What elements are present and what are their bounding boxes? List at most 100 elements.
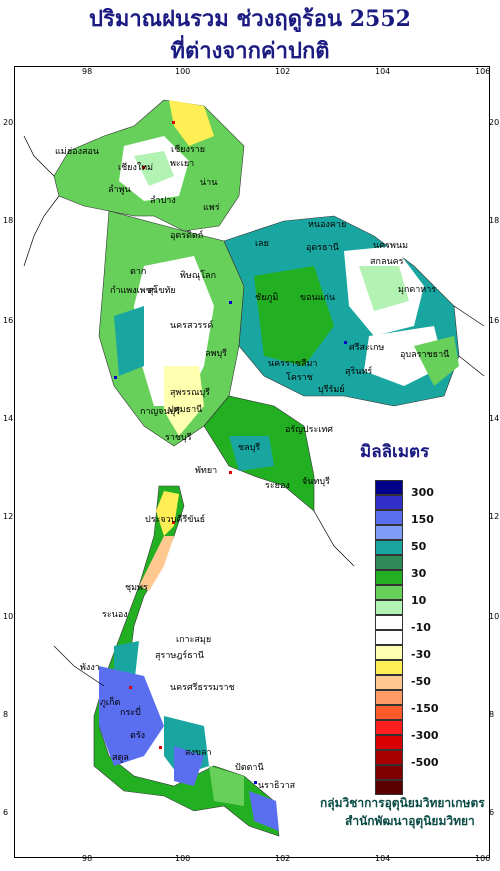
place-label: พังงา [80,663,100,673]
place-label: ภูเก็ต [100,698,121,708]
place-label: ขอนแก่น [300,293,336,303]
x-tick: 106 [475,854,491,863]
place-label: ลำพูน [108,185,131,195]
legend-swatch [375,570,403,585]
x-tick: 102 [275,67,291,76]
place-label: สุพรรณบุรี [170,388,210,398]
place-label: สุรินทร์ [345,367,373,377]
place-label: พิษณุโลก [180,271,217,281]
y-tick: 10 [489,612,500,621]
legend-swatch [375,585,403,600]
y-tick: 6 [489,808,495,817]
y-tick: 8 [489,710,495,719]
place-label: สกลนคร [370,257,404,267]
place-label: ตาก [130,267,147,277]
legend-swatch [375,750,403,765]
place-label: น่าน [200,178,218,188]
legend-level-label: 10 [411,594,427,607]
x-tick: 98 [82,67,93,76]
place-label: แม่ฮ่องสอน [55,147,100,157]
place-label: อรัญประเทศ [285,425,334,435]
legend-level-label: 30 [411,567,427,580]
legend-swatch [375,660,403,675]
legend-swatch [375,525,403,540]
place-label: นครสวรรค์ [170,321,214,331]
place-label: สงขลา [185,748,212,758]
place-label: ศรีสะเกษ [349,343,385,353]
place-label: เกาะสมุย [176,635,212,645]
place-label: อุบลราชธานี [400,350,450,360]
x-tick: 104 [375,854,391,863]
place-label: ชลบุรี [238,443,261,453]
x-tick: 104 [375,67,391,76]
place-label: ระยอง [265,481,290,491]
place-label: ลำปาง [150,196,176,206]
place-label: เลย [255,239,269,249]
country-borders [23,135,485,687]
legend-swatch [375,735,403,750]
map-subtitle: ที่ต่างจากค่าปกติ [170,38,330,64]
legend-level-label: -10 [411,621,431,634]
place-label: ปัตตานี [235,763,264,773]
place-label: เชียงใหม่ [118,163,154,173]
place-label: พัทยา [195,466,218,476]
legend-swatch [375,510,403,525]
legend-swatch [375,690,403,705]
place-label: ชัยภูมิ [255,293,279,303]
credit-line1: กลุ่มวิชาการอุตุนิยมวิทยาเกษตร [320,796,485,810]
x-tick: 106 [475,67,491,76]
place-label: ปทุมธานี [168,405,203,415]
place-label: อุดรธานี [306,243,339,253]
place-label: โคราช [286,373,313,383]
place-label: ระนอง [102,610,128,620]
legend-swatch [375,600,403,615]
place-label: นครศรีธรรมราช [170,683,235,693]
legend-swatch [375,615,403,630]
legend-swatch [375,555,403,570]
y-tick: 18 [3,216,14,225]
y-tick: 14 [3,414,14,423]
place-label: นราธิวาส [258,781,296,791]
place-label: สตูล [112,753,129,763]
legend-swatch [375,630,403,645]
y-tick: 18 [489,216,500,225]
legend-swatch [375,540,403,555]
legend-swatch [375,645,403,660]
credit-line2: สำนักพัฒนาอุตุนิยมวิทยา [345,814,475,828]
legend-level-label: -150 [411,702,439,715]
place-label: พะเยา [170,159,195,169]
x-tick: 98 [82,854,93,863]
map-title: ปริมาณฝนรวม ช่วงฤดูร้อน 2552 [89,6,411,32]
legend-swatch [375,675,403,690]
legend-level-label: 150 [411,513,434,526]
place-label: กาญจนบุรี [140,407,181,417]
legend-level-label: 50 [411,540,427,553]
place-label: แพร่ [203,203,220,213]
station-markers [114,121,347,784]
map-frame [14,66,490,858]
legend-swatch [375,480,403,495]
place-label: สุโขทัย [148,286,176,296]
place-label: กำแพงเพชร [110,286,157,296]
legend-title: มิลลิเมตร [360,442,430,462]
legend-swatch [375,720,403,735]
rainfall-regions [53,99,460,837]
place-label: ตรัง [130,731,146,741]
place-label: สุราษฎร์ธานี [155,651,204,661]
legend-swatch [375,705,403,720]
x-tick: 100 [175,67,191,76]
place-label: นครพนม [373,241,409,251]
x-tick: 100 [175,854,191,863]
y-tick: 16 [489,316,500,325]
legend-swatch [375,495,403,510]
x-tick: 102 [275,854,291,863]
y-tick: 20 [489,118,500,127]
y-tick: 12 [3,512,14,521]
y-tick: 20 [3,118,14,127]
legend-level-label: -500 [411,756,439,769]
place-label: เชียงราย [171,145,206,155]
legend-swatch [375,765,403,780]
place-label: ราชบุรี [165,433,192,443]
y-tick: 10 [3,612,14,621]
place-label: บุรีรัมย์ [318,385,345,395]
